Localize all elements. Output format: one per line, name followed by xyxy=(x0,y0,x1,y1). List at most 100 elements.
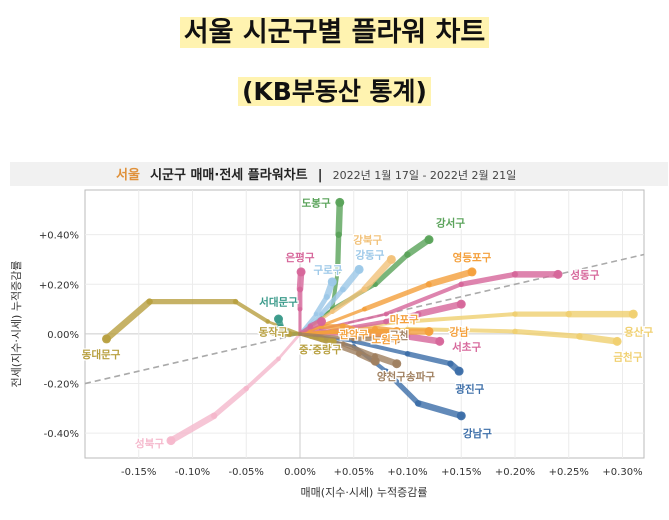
series-segment xyxy=(298,332,356,341)
series-point xyxy=(334,269,341,275)
x-tick-label: +0.30% xyxy=(602,467,642,478)
headline-subtitle-text: (KB부동산 통계) xyxy=(238,77,431,106)
series-point xyxy=(335,231,342,238)
y-tick-label: +0.40% xyxy=(39,231,79,242)
series-segment xyxy=(211,385,249,419)
series-point xyxy=(512,328,518,335)
series-segment xyxy=(351,339,410,356)
series-point xyxy=(354,264,364,274)
series-point xyxy=(210,412,218,420)
series-point xyxy=(467,267,477,277)
district-label: 용산구 xyxy=(624,325,653,338)
series-point xyxy=(146,298,153,305)
series-point xyxy=(386,254,396,264)
district-label: 강서구 xyxy=(436,216,465,229)
series-segment xyxy=(512,328,583,340)
series-point xyxy=(327,336,337,346)
series-point xyxy=(424,326,434,336)
series-point xyxy=(405,319,410,324)
district-label: 양천구 xyxy=(377,370,406,383)
series-금천 xyxy=(298,331,402,344)
series-point xyxy=(454,366,464,376)
series-segment xyxy=(425,268,476,288)
series-성북구 xyxy=(166,331,302,446)
series-segment xyxy=(313,294,330,317)
district-label: 성동구 xyxy=(570,268,599,281)
district-label: 광진구 xyxy=(455,383,484,396)
chart-title-separator: | xyxy=(318,168,323,183)
district-label: 마포구 xyxy=(390,313,419,326)
district-label: 강남구 xyxy=(463,427,492,440)
series-은평구 xyxy=(296,267,306,336)
district-label: 동대문구 xyxy=(82,348,121,361)
district-label: 금천구 xyxy=(613,350,642,363)
series-point xyxy=(628,309,638,319)
district-label: 중랑구 xyxy=(312,344,341,356)
series-segment xyxy=(576,333,621,345)
series-point xyxy=(447,360,454,367)
reference-line xyxy=(84,253,645,385)
series-segment xyxy=(361,256,395,293)
flower-chart-svg: 서울 시군구 매매·전세 플라워차트 | 2022년 1월 17일 - 2022… xyxy=(10,162,668,499)
chart-title-bar xyxy=(10,162,668,186)
series-point xyxy=(383,311,389,317)
y-tick-label: -0.20% xyxy=(44,380,79,391)
series-point xyxy=(243,385,250,392)
series-point xyxy=(383,336,389,342)
series-point xyxy=(456,299,466,309)
series-point xyxy=(404,328,411,335)
x-tick-label: +0.05% xyxy=(334,467,374,478)
series-point xyxy=(362,329,367,334)
x-tick-label: +0.10% xyxy=(387,467,427,478)
district-label: 강동구 xyxy=(355,249,384,262)
series-point xyxy=(456,411,466,421)
series-point xyxy=(415,400,422,407)
series-segment xyxy=(319,286,346,317)
district-label: 관악구 xyxy=(339,328,368,341)
series-point xyxy=(324,293,330,300)
series-point xyxy=(277,323,284,330)
headline-subtitle: (KB부동산 통계) xyxy=(0,74,669,110)
chart-title-prefix: 서울 xyxy=(116,167,140,183)
series-point xyxy=(392,359,402,369)
series-point xyxy=(435,336,445,346)
series-segment xyxy=(362,281,432,312)
district-label: 동작구 xyxy=(259,325,288,338)
series-point xyxy=(612,336,622,346)
series-point xyxy=(404,350,411,357)
series-point xyxy=(426,281,432,288)
series-point xyxy=(102,334,111,344)
series-segment xyxy=(335,199,344,238)
series-segment xyxy=(329,341,362,357)
series-point xyxy=(512,311,518,317)
series-point xyxy=(166,436,176,446)
series-point xyxy=(356,350,362,357)
series-segment xyxy=(103,298,153,343)
district-label: 금천 xyxy=(389,329,408,342)
district-label: 송파구 xyxy=(406,370,435,383)
series-point xyxy=(404,251,411,258)
series-point xyxy=(276,356,281,362)
series-point xyxy=(297,306,303,312)
series-segment xyxy=(404,351,454,367)
district-label: 영등포구 xyxy=(453,251,492,264)
series-point xyxy=(553,269,563,279)
x-tick-label: -0.15% xyxy=(121,467,156,478)
y-tick-label: -0.40% xyxy=(44,429,79,440)
series-point xyxy=(511,271,519,278)
y-tick-label: 0.00% xyxy=(47,330,79,341)
series-point xyxy=(392,334,402,344)
headline-title-text: 서울 시군구별 플라워 차트 xyxy=(179,17,490,48)
flower-chart: 서울 시군구 매매·전세 플라워차트 | 2022년 1월 17일 - 2022… xyxy=(4,160,669,520)
series-segment xyxy=(277,332,302,361)
x-tick-label: 0.00% xyxy=(284,467,316,478)
district-label: 서대문구 xyxy=(259,296,298,309)
series-layer xyxy=(102,197,638,446)
series-point xyxy=(327,277,337,287)
series-point xyxy=(268,326,278,336)
series-segment xyxy=(340,341,378,359)
tick-layer: -0.40% -0.20% 0.00% +0.20% +0.40% -0.15% -0.10… xyxy=(39,231,643,478)
series-segment xyxy=(383,368,421,407)
